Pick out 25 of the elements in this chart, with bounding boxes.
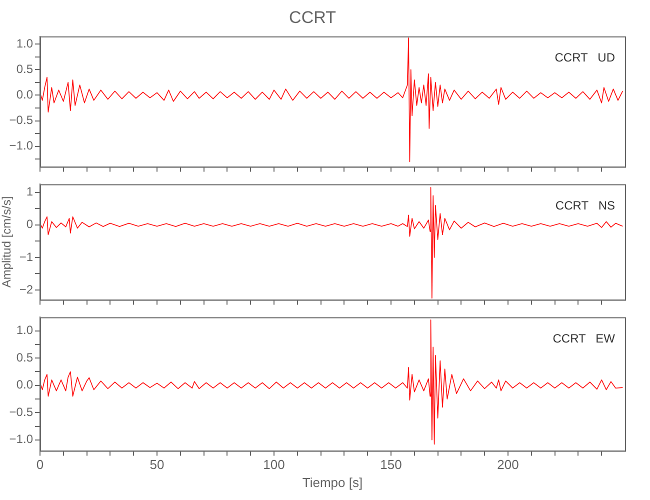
y-tick-label: 1.0 [16, 323, 34, 338]
chart-title: CCRT [289, 8, 336, 27]
y-tick-label: 0 [26, 217, 34, 232]
y-tick-label: −0.5 [9, 113, 34, 128]
y-tick-label: 1 [26, 184, 34, 199]
y-tick-label: 0.5 [16, 350, 34, 364]
x-tick-label: 150 [380, 457, 402, 472]
x-tick-label: 50 [150, 457, 164, 472]
annotation: CCRT NS [555, 198, 615, 213]
y-axis-title: Amplitud [cm/s/s] [0, 196, 14, 288]
y-tick-label: −1.0 [9, 138, 34, 153]
y-tick-label: −0.5 [9, 404, 34, 419]
y-tick-label: 0.0 [16, 88, 34, 102]
y-tick-label: −1 [19, 250, 34, 264]
x-tick-label: 200 [497, 457, 519, 472]
annotation: CCRT UD [554, 50, 616, 65]
y-tick-label: 0.5 [16, 62, 34, 76]
x-axis-title: Tiempo [s] [302, 474, 363, 490]
x-tick-label: 0 [36, 457, 44, 472]
y-tick-label: 1.0 [16, 36, 34, 50]
annotation: CCRT EW [552, 332, 616, 346]
x-tick-label: 100 [263, 457, 285, 472]
y-tick-label: 0.0 [16, 378, 34, 392]
y-tick-label: −2 [19, 282, 34, 296]
y-tick-label: −1.0 [9, 432, 34, 446]
